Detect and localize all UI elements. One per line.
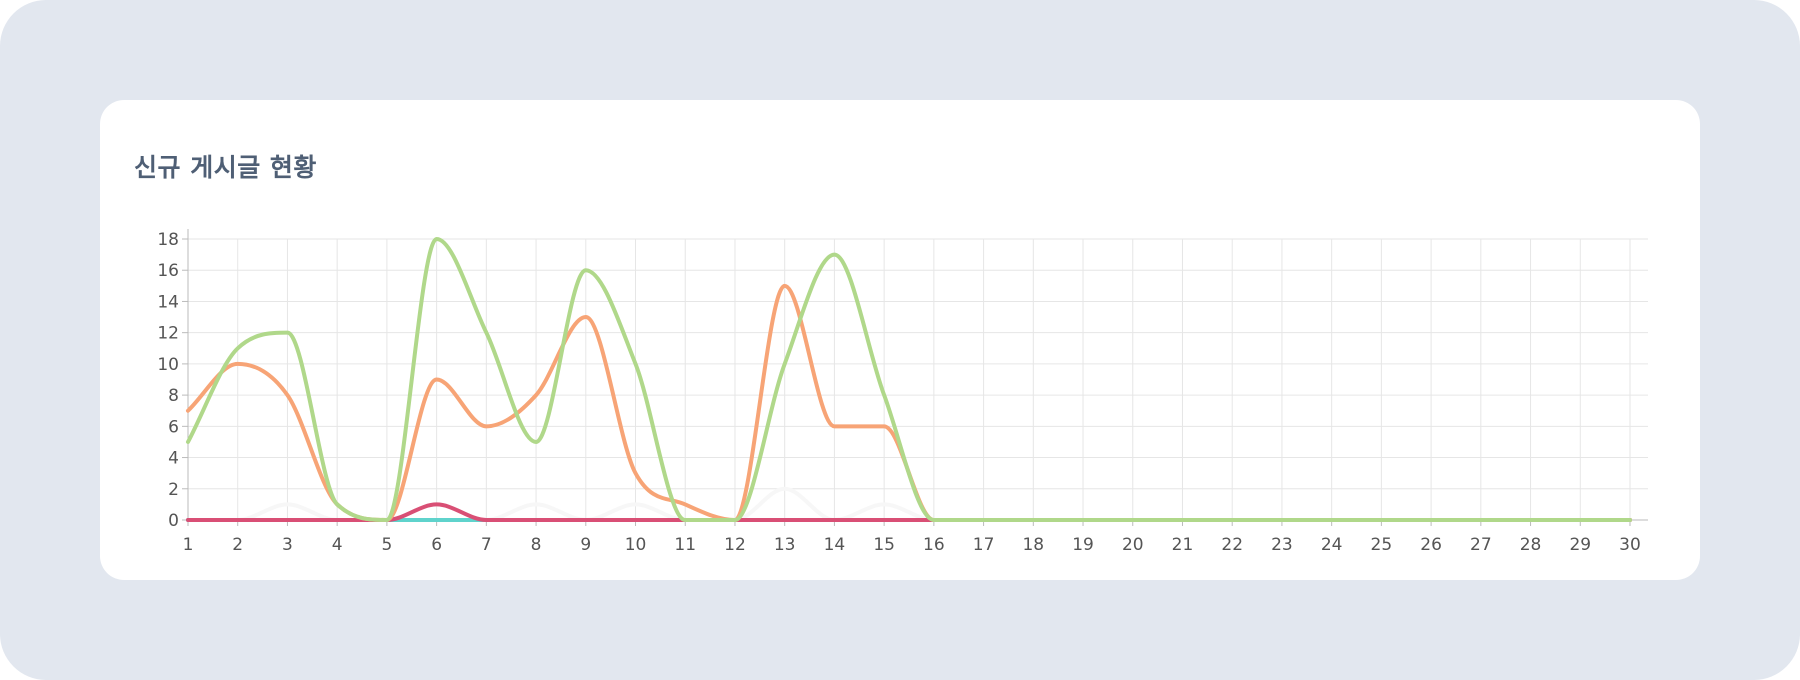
series-lines [186, 237, 1632, 522]
x-tick-label: 9 [580, 535, 591, 555]
x-tick-label: 30 [1619, 535, 1641, 555]
x-tick-label: 25 [1371, 535, 1393, 555]
x-tick-label: 6 [431, 535, 442, 555]
x-tick-label: 20 [1122, 535, 1144, 555]
y-tick-label: 4 [168, 449, 179, 469]
x-tick-label: 16 [923, 535, 945, 555]
x-tick-label: 26 [1420, 535, 1442, 555]
y-tick-label: 12 [157, 324, 179, 344]
x-tick-label: 23 [1271, 535, 1293, 555]
x-tick-label: 21 [1172, 535, 1194, 555]
x-tick-label: 3 [282, 535, 293, 555]
x-tick-label: 7 [481, 535, 492, 555]
x-tick-label: 15 [873, 535, 895, 555]
x-tick-label: 10 [625, 535, 647, 555]
x-tick-label: 17 [973, 535, 995, 555]
y-tick-label: 18 [157, 230, 179, 250]
y-tick-label: 6 [168, 417, 179, 437]
grid [187, 238, 1648, 521]
x-tick-label: 12 [724, 535, 746, 555]
y-tick-label: 10 [157, 355, 179, 375]
x-tick-label: 24 [1321, 535, 1343, 555]
y-tick-label: 2 [168, 480, 179, 500]
x-tick-label: 29 [1569, 535, 1591, 555]
x-tick-label: 11 [674, 535, 696, 555]
x-tick-label: 4 [332, 535, 343, 555]
y-tick-label: 16 [157, 261, 179, 281]
x-tick-label: 19 [1072, 535, 1094, 555]
x-tick-label: 2 [232, 535, 243, 555]
x-tick-label: 28 [1520, 535, 1542, 555]
y-tick-label: 14 [157, 292, 179, 312]
x-tick-label: 27 [1470, 535, 1492, 555]
series-line-5 [186, 237, 1632, 522]
series-line-4 [186, 283, 1632, 522]
card-title: 신규 게시글 현황 [134, 153, 317, 182]
x-tick-label: 1 [183, 535, 194, 555]
x-tick-label: 8 [531, 535, 542, 555]
x-tick-label: 13 [774, 535, 796, 555]
y-tick-label: 0 [168, 511, 179, 531]
chart-card [100, 100, 1700, 580]
y-tick-label: 8 [168, 386, 179, 406]
x-tick-label: 22 [1221, 535, 1243, 555]
x-tick-label: 18 [1022, 535, 1044, 555]
x-tick-label: 5 [381, 535, 392, 555]
x-tick-label: 14 [824, 535, 846, 555]
